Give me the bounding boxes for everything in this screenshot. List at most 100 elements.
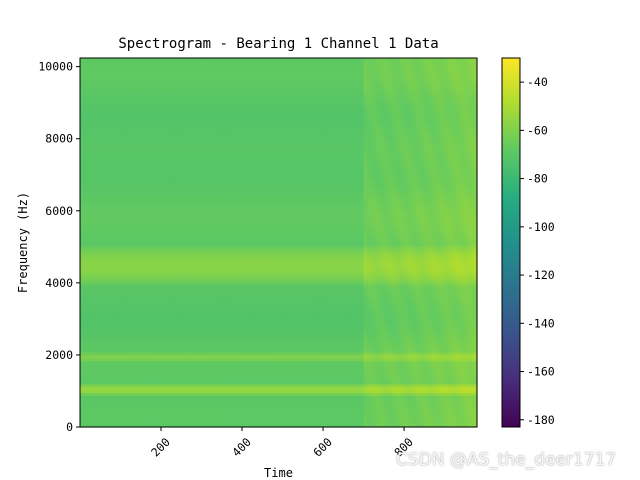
heatmap-cell [128,398,134,402]
heatmap-cell [120,421,126,425]
heatmap-cell [229,398,235,402]
heatmap-cell [363,401,369,405]
heatmap-cell [294,406,300,411]
heatmap-cell [205,421,211,425]
heatmap-cell [448,403,454,408]
heatmap-cell [306,389,312,393]
heatmap-cell [124,418,130,422]
heatmap-cell [331,392,336,396]
heatmap-cell [132,418,138,422]
heatmap-cell [416,386,421,391]
heatmap-cell [112,389,118,393]
heatmap-cell [428,386,434,391]
heatmap-cell [84,418,89,422]
heatmap-cell [217,412,223,417]
heatmap-cell [278,398,284,402]
heatmap-cell [237,395,243,399]
heatmap-cell [387,418,393,422]
heatmap-cell [169,392,174,396]
heatmap-cell [274,421,280,425]
heatmap-cell [432,409,438,414]
heatmap-cell [104,406,109,411]
heatmap-cell [444,415,450,419]
heatmap-cell [408,395,413,399]
heatmap-cell [112,403,118,408]
heatmap-cell [412,409,417,414]
heatmap-cell [104,418,109,422]
heatmap-cell [367,401,373,405]
heatmap-cell [156,412,162,417]
heatmap-cell [456,409,462,414]
heatmap-cell [319,398,324,402]
heatmap-cell [420,418,425,422]
heatmap-cell [278,406,284,411]
heatmap-cell [80,380,85,385]
heatmap-cell [436,395,442,399]
heatmap-cell [242,380,247,385]
heatmap-cell [416,418,421,422]
heatmap-cell [347,403,353,408]
heatmap-cell [242,392,247,396]
heatmap-cell [472,392,478,396]
heatmap-cell [302,395,308,399]
heatmap-cell [84,398,89,402]
heatmap-cell [201,403,207,408]
heatmap-cell [225,406,231,411]
heatmap-cell [306,415,312,419]
heatmap-cell [343,383,348,388]
heatmap-cell [185,392,190,396]
heatmap-cell [428,409,434,414]
heatmap-cell [375,401,381,405]
heatmap-cell [319,424,324,428]
heatmap-cell [246,403,251,408]
heatmap-cell [217,421,223,425]
heatmap-cell [456,424,462,428]
heatmap-cell [359,386,365,391]
heatmap-cell [112,386,118,391]
heatmap-cell [408,392,413,396]
heatmap-cell [108,392,114,396]
heatmap-cell [412,424,417,428]
heatmap-cell [286,415,292,419]
heatmap-cell [298,392,304,396]
heatmap-cell [395,406,401,411]
heatmap-cell [464,403,470,408]
heatmap-cell [237,392,243,396]
heatmap-cell [294,389,300,393]
heatmap-cell [250,421,255,425]
heatmap-cell [156,389,162,393]
heatmap-cell [351,421,357,425]
heatmap-cell [189,412,195,417]
heatmap-cell [294,401,300,405]
heatmap-cell [472,386,478,391]
heatmap-cell [436,401,442,405]
heatmap-cell [290,409,296,414]
heatmap-cell [242,424,247,428]
heatmap-cell [314,401,320,405]
heatmap-cell [468,392,474,396]
heatmap-cell [144,383,150,388]
heatmap-cell [225,389,231,393]
heatmap-cell [420,424,425,428]
heatmap-cell [148,418,154,422]
heatmap-cell [278,418,284,422]
heatmap-cell [335,415,340,419]
heatmap-cell [327,392,332,396]
heatmap-cell [128,424,134,428]
heatmap-cell [258,398,263,402]
heatmap-cell [161,412,166,417]
heatmap-cell [375,386,381,391]
heatmap-cell [375,418,381,422]
heatmap-cell [408,406,413,411]
heatmap-cell [169,389,174,393]
heatmap-cell [156,409,162,414]
heatmap-cell [185,398,190,402]
heatmap-cell [302,424,308,428]
heatmap-cell [343,424,348,428]
heatmap-cell [262,386,267,391]
heatmap-cell [363,412,369,417]
heatmap-cell [266,421,271,425]
heatmap-cell [310,412,316,417]
heatmap-cell [416,421,421,425]
heatmap-cell [343,398,348,402]
